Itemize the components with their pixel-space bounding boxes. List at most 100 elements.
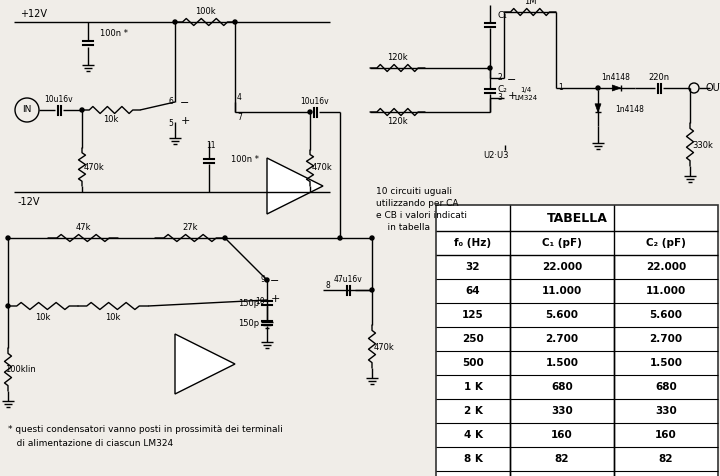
Text: 1.500: 1.500 xyxy=(649,358,683,368)
Text: 10u16v: 10u16v xyxy=(45,95,73,103)
Text: 250: 250 xyxy=(462,334,484,344)
Text: 5: 5 xyxy=(168,119,173,128)
Text: −: − xyxy=(508,75,517,85)
Text: 150p: 150p xyxy=(238,298,260,307)
Text: 1n4148: 1n4148 xyxy=(602,72,631,81)
Circle shape xyxy=(265,278,269,282)
Polygon shape xyxy=(175,334,235,394)
Text: 470k: 470k xyxy=(84,163,104,172)
Text: 125: 125 xyxy=(462,310,484,320)
Text: 47u16v: 47u16v xyxy=(333,275,362,284)
Text: C₂: C₂ xyxy=(497,86,507,95)
Circle shape xyxy=(6,236,10,240)
Text: 11: 11 xyxy=(206,140,216,149)
Text: 4 K: 4 K xyxy=(464,430,482,440)
Text: IN: IN xyxy=(22,106,32,115)
Text: 1M: 1M xyxy=(523,0,536,7)
Polygon shape xyxy=(267,158,323,214)
Text: C₁: C₁ xyxy=(497,11,507,20)
Text: 22.000: 22.000 xyxy=(542,262,582,272)
Text: 2 K: 2 K xyxy=(464,406,482,416)
Text: 160: 160 xyxy=(655,430,677,440)
Text: 32: 32 xyxy=(466,262,480,272)
Text: 4: 4 xyxy=(237,93,242,102)
Text: 2: 2 xyxy=(498,73,502,82)
Text: 27k: 27k xyxy=(182,222,198,231)
Text: 220n: 220n xyxy=(649,72,670,81)
Text: 100n *: 100n * xyxy=(231,156,259,165)
Text: 100klin: 100klin xyxy=(4,366,35,375)
Circle shape xyxy=(233,20,237,24)
Text: 10k: 10k xyxy=(105,313,121,321)
Text: 5.600: 5.600 xyxy=(546,310,578,320)
Text: 22.000: 22.000 xyxy=(646,262,686,272)
Text: 160: 160 xyxy=(551,430,573,440)
Text: 10k: 10k xyxy=(35,313,50,321)
Text: 64: 64 xyxy=(466,286,480,296)
Text: TABELLA: TABELLA xyxy=(546,211,608,225)
Text: 330k: 330k xyxy=(693,140,714,149)
Text: 11.000: 11.000 xyxy=(646,286,686,296)
Text: 470k: 470k xyxy=(374,343,395,351)
Text: U2·U3: U2·U3 xyxy=(483,150,509,159)
Text: 680: 680 xyxy=(551,382,573,392)
Text: * questi condensatori vanno posti in prossimità dei terminali: * questi condensatori vanno posti in pro… xyxy=(8,426,283,435)
Polygon shape xyxy=(595,104,601,112)
Text: 1/4: 1/4 xyxy=(521,87,531,93)
Text: f₀ (Hz): f₀ (Hz) xyxy=(454,238,492,248)
Circle shape xyxy=(596,86,600,90)
Circle shape xyxy=(370,236,374,240)
Text: 680: 680 xyxy=(655,382,677,392)
Circle shape xyxy=(6,304,10,308)
Text: -12V: -12V xyxy=(18,197,40,207)
Text: 330: 330 xyxy=(551,406,573,416)
Text: 10k: 10k xyxy=(103,116,119,125)
Text: 10: 10 xyxy=(256,297,265,306)
Text: 100k: 100k xyxy=(194,8,215,17)
Text: +: + xyxy=(180,116,189,126)
Text: 1n4148: 1n4148 xyxy=(615,106,644,115)
Text: −: − xyxy=(180,98,189,108)
Circle shape xyxy=(488,66,492,70)
Circle shape xyxy=(308,110,312,114)
Text: 100n *: 100n * xyxy=(100,29,128,38)
Text: 1 K: 1 K xyxy=(464,382,482,392)
Text: 470k: 470k xyxy=(312,163,333,172)
Text: e CB i valori indicati: e CB i valori indicati xyxy=(376,211,467,220)
Text: 500: 500 xyxy=(462,358,484,368)
Text: C₁ (pF): C₁ (pF) xyxy=(542,238,582,248)
Text: +: + xyxy=(270,294,279,304)
Text: LM324: LM324 xyxy=(514,95,538,101)
Circle shape xyxy=(338,236,342,240)
Text: OUT: OUT xyxy=(706,83,720,93)
Circle shape xyxy=(80,108,84,112)
Text: 5.600: 5.600 xyxy=(649,310,683,320)
Text: 3: 3 xyxy=(497,93,502,102)
Circle shape xyxy=(370,288,374,292)
Text: 150p: 150p xyxy=(238,318,260,327)
Text: utilizzando per CA: utilizzando per CA xyxy=(376,199,459,208)
Circle shape xyxy=(223,236,227,240)
Text: 9: 9 xyxy=(260,275,265,284)
Text: +12V: +12V xyxy=(20,9,47,19)
Polygon shape xyxy=(612,85,621,91)
Text: di alimentazione di ciascun LM324: di alimentazione di ciascun LM324 xyxy=(8,438,173,447)
Text: 82: 82 xyxy=(554,454,570,464)
Text: 8: 8 xyxy=(325,280,330,289)
Text: 47k: 47k xyxy=(76,222,91,231)
Text: 82: 82 xyxy=(659,454,673,464)
Text: +: + xyxy=(508,91,517,101)
Circle shape xyxy=(173,20,177,24)
Polygon shape xyxy=(504,362,556,414)
Bar xyxy=(436,205,718,476)
Text: 6: 6 xyxy=(168,97,173,106)
Text: C₂ (pF): C₂ (pF) xyxy=(646,238,686,248)
Text: −: − xyxy=(270,276,279,286)
Text: 8 K: 8 K xyxy=(464,454,482,464)
Text: in tabella: in tabella xyxy=(376,224,430,232)
Text: 120k: 120k xyxy=(387,53,408,62)
Text: 2.700: 2.700 xyxy=(649,334,683,344)
Text: 7: 7 xyxy=(237,112,242,121)
Text: 2.700: 2.700 xyxy=(546,334,579,344)
Text: 330: 330 xyxy=(655,406,677,416)
